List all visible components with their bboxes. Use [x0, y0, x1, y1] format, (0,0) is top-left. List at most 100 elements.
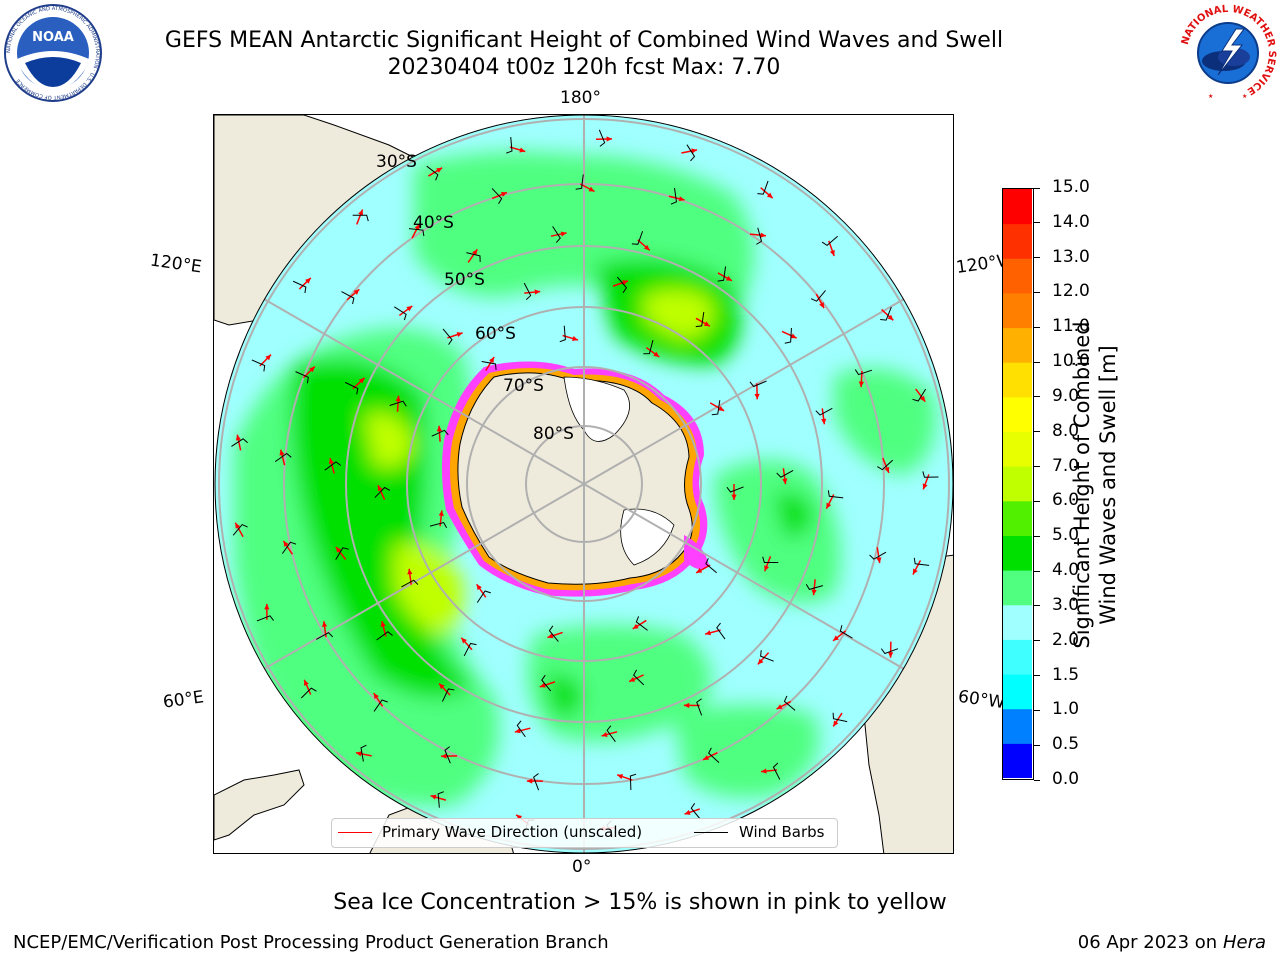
wave-direction-arrowhead: [884, 466, 890, 473]
colorbar-label-line1: Significant Height of Combined: [1070, 321, 1094, 649]
lon-label-120e: 120°E: [148, 250, 203, 278]
wave-direction-arrowhead: [601, 732, 608, 738]
wave-direction-arrowhead: [718, 405, 725, 411]
wind-barb: [749, 380, 767, 388]
wind-barb: [360, 744, 367, 762]
colorbar-tick-label: 0.5: [1052, 734, 1080, 755]
wind-barb: [643, 339, 654, 355]
primary-wave-swatch: [338, 832, 372, 833]
colorbar-tick-label: 12.0: [1052, 281, 1090, 302]
wave-direction-arrowhead: [761, 768, 767, 774]
colorbar-segment: [1003, 708, 1032, 744]
colorbar-tick-label: 6.0: [1052, 490, 1080, 511]
colorbar-segment: [1003, 674, 1032, 710]
colorbar-tick-label: 10.0: [1052, 351, 1090, 372]
colorbar-tick-label: 9.0: [1052, 385, 1080, 406]
wave-direction-arrowhead: [696, 567, 703, 573]
wind-barb: [476, 590, 491, 603]
lat-label-50s: 50°S: [444, 270, 485, 290]
map-panel: [213, 114, 954, 854]
wave-direction-arrowhead: [703, 755, 710, 760]
wave-direction-arrowhead: [764, 565, 770, 572]
wind-barb: [389, 400, 407, 407]
wave-direction-arrowhead: [305, 277, 311, 284]
colorbar-tick-mark: [1034, 466, 1040, 468]
wave-direction-arrowhead: [335, 546, 342, 553]
colorbar-segment: [1003, 500, 1032, 536]
wind-barb: [832, 712, 848, 723]
wave-direction-arrowhead: [782, 478, 788, 485]
wave-direction-arrowhead: [414, 223, 420, 230]
colorbar-tick-label: 13.0: [1052, 246, 1090, 267]
wind-barb: [880, 306, 892, 321]
colorbar-tick-label: 2.0: [1052, 629, 1080, 650]
wind-barb: [466, 252, 481, 262]
svg-text:★: ★: [1208, 93, 1213, 100]
wind-barb: [922, 471, 939, 478]
wave-direction-arrowhead: [617, 774, 624, 780]
wind-barb: [352, 214, 369, 222]
wave-direction-arrowhead: [264, 603, 270, 610]
colorbar-tick-mark: [1034, 431, 1040, 433]
wind-barb: [772, 762, 781, 780]
wave-direction-arrowhead: [833, 635, 839, 641]
wave-direction-arrowhead: [731, 494, 737, 500]
wave-direction-arrowhead: [380, 621, 386, 627]
primary-wave-legend-label: Primary Wave Direction (unscaled): [382, 823, 643, 841]
wind-barb: [300, 687, 317, 699]
colorbar-label-line2: Wind Waves and Swell [m]: [1096, 345, 1120, 625]
wave-direction-arrowhead: [833, 720, 839, 727]
wind-barb: [541, 674, 552, 692]
lon-label-60w: 60°W: [956, 686, 1007, 714]
wind-barb: [341, 291, 355, 305]
wave-direction-arrowhead: [826, 502, 832, 509]
colorbar-tick-label: 4.0: [1052, 560, 1080, 581]
colorbar-tick-label: 7.0: [1052, 455, 1080, 476]
colorbar-segment: [1003, 604, 1032, 640]
wave-direction-arrowhead: [653, 351, 660, 357]
colorbar-segment: [1003, 570, 1032, 606]
wave-direction-arrowhead: [632, 623, 639, 629]
wind-barb: [726, 486, 744, 493]
wave-direction-arrowhead: [355, 751, 362, 757]
wave-direction-arrowhead: [519, 147, 526, 153]
chart-title: GEFS MEAN Antarctic Significant Height o…: [164, 28, 1004, 53]
wind-barb: [598, 129, 606, 147]
wind-barb: [374, 486, 391, 498]
wind-barb: [912, 388, 927, 402]
wave-direction-arrowhead: [377, 485, 383, 492]
wind-barb: [783, 695, 796, 711]
wave-direction-arrowhead: [373, 693, 379, 699]
wave-direction-arrowhead: [766, 192, 773, 199]
wind-barb: [429, 521, 448, 528]
wave-direction-arrowhead: [703, 321, 710, 327]
colorbar-segment: [1003, 431, 1032, 467]
wave-direction-arrowhead: [539, 682, 546, 688]
wave-direction-arrowhead: [406, 305, 413, 312]
wave-direction-arrowhead: [678, 196, 685, 202]
wind-barb: [491, 188, 503, 204]
wave-direction-arrowhead: [436, 425, 442, 432]
footer-branch: NCEP/EMC/Verification Post Processing Pr…: [13, 932, 609, 953]
wind-barb: [854, 369, 873, 376]
chart-subtitle: 20230404 t00z 120h fcst Max: 7.70: [387, 55, 781, 80]
colorbar-tick-label: 0.0: [1052, 769, 1080, 789]
wave-direction-arrowhead: [489, 356, 495, 363]
map-boundary: [214, 115, 953, 853]
lon-label-0: 0°: [572, 857, 592, 877]
wind-barb: [441, 688, 455, 702]
wave-direction-arrowhead: [560, 231, 567, 237]
wind-barb: [408, 228, 425, 237]
wave-direction-arrowhead: [321, 621, 328, 627]
colorbar-segment: [1003, 292, 1032, 329]
wind-barb: [631, 230, 644, 245]
wind-barb: [552, 226, 561, 243]
wind-barb: [635, 616, 648, 631]
colorbar-tick-mark: [1034, 744, 1040, 746]
wind-barb: [373, 699, 388, 712]
wave-direction-arrowhead: [643, 244, 650, 251]
wind-barb: [463, 642, 477, 657]
wave-direction-arrowhead: [472, 249, 478, 256]
wave-direction-arrowhead: [919, 395, 926, 402]
colorbar-label: Significant Height of Combined Wind Wave…: [1069, 285, 1121, 685]
